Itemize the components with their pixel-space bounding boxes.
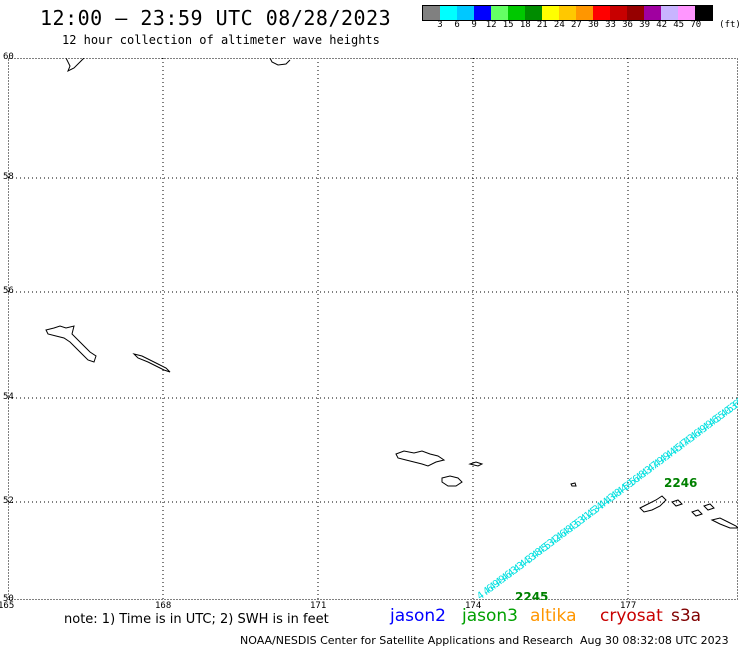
colorbar-swatch [559, 6, 576, 20]
lon-label: 171 [310, 601, 327, 611]
coastline-rat-islands-3 [703, 503, 715, 511]
track-value: 6.6 [737, 387, 738, 407]
coastlines [45, 58, 738, 529]
map-panel: 4.6 4.9 4.9 4.6 4.3 4.3 4.4 4.3 3.8 4.5 4.3 5.2 4.6 4… [8, 58, 738, 600]
map-canvas: 4.64.94.94.64.34.34.44.33.84.54.35.24.64… [8, 58, 738, 600]
colorbar-label: 12 [485, 20, 497, 30]
colorbar-labels: 3 6 9 12 15 18 21 24 27 30 33 36 39 42 45 70 (ft) [422, 20, 740, 32]
colorbar-label: 6 [454, 20, 460, 30]
colorbar-label: 9 [471, 20, 477, 30]
coastline-kiska [639, 495, 667, 513]
page-title: 12:00 – 23:59 UTC 08/28/2023 [40, 6, 392, 30]
colorbar-swatch [457, 6, 474, 20]
colorbar-label: 3 [437, 20, 443, 30]
colorbar-unit: (ft) [719, 20, 740, 30]
coastline-agattu [441, 475, 463, 487]
pass-time-label: 2246 [664, 476, 697, 490]
colorbar-swatch [627, 6, 644, 20]
coastline-semichi [468, 461, 484, 467]
lon-label: 174 [465, 601, 482, 611]
colorbar-swatch [508, 6, 525, 20]
colorbar-swatch [440, 6, 457, 20]
coastline-kamchatka-tip [65, 58, 85, 73]
colorbar [422, 5, 713, 21]
lon-label: 168 [155, 601, 172, 611]
colorbar-label: 39 [639, 20, 651, 30]
lat-label: 56 [3, 286, 14, 296]
satellite-legend-item: jason3 [462, 606, 518, 626]
track-value: 6.3 [731, 391, 738, 411]
satellite-legend-item: altika [530, 606, 577, 626]
colorbar-label: 27 [570, 20, 582, 30]
colorbar-label: 33 [605, 20, 616, 30]
footer-note: note: 1) Time is in UTC; 2) SWH is in fe… [64, 612, 329, 627]
coastline-rat-islands-1 [671, 499, 683, 507]
altimeter-track: 4.64.94.94.64.34.34.44.33.84.54.35.24.64… [475, 387, 738, 600]
lat-label: 50 [3, 594, 14, 604]
colorbar-swatch [423, 6, 440, 20]
pass-labels: 2245 2246 [515, 476, 697, 600]
gridlines [8, 58, 738, 600]
satellite-legend-item: s3a [671, 606, 702, 626]
colorbar-swatch [576, 6, 593, 20]
colorbar-swatch [474, 6, 491, 20]
lon-label: 177 [620, 601, 637, 611]
generated-timestamp: Aug 30 08:32:08 UTC 2023 [580, 634, 729, 647]
satellite-legend-item: jason2 [390, 606, 446, 626]
map-frame [8, 58, 738, 600]
colorbar-label: 42 [656, 20, 668, 30]
colorbar-swatch [593, 6, 610, 20]
colorbar-swatch [644, 6, 661, 20]
credit-line: NOAA/NESDIS Center for Satellite Applica… [240, 634, 574, 647]
colorbar-swatch [695, 6, 712, 20]
colorbar-label: 24 [553, 20, 565, 30]
coastline-bering-island [45, 325, 97, 363]
coastline-north-islet [269, 58, 291, 66]
pass-time-label: 2245 [515, 590, 548, 600]
colorbar-label: 45 [673, 20, 685, 30]
coastline-medny-island [132, 353, 171, 373]
lon-label: 165 [0, 601, 15, 611]
colorbar-label: 18 [519, 20, 531, 30]
lat-label: 58 [3, 172, 14, 182]
page-subtitle: 12 hour collection of altimeter wave hei… [62, 33, 380, 47]
colorbar-swatch [491, 6, 508, 20]
colorbar-label: 21 [536, 20, 548, 30]
lat-label: 52 [3, 496, 14, 506]
colorbar-swatch [661, 6, 678, 20]
colorbar-swatch [678, 6, 695, 20]
coastline-rat-islands-2 [691, 509, 703, 517]
colorbar-swatch [525, 6, 542, 20]
lat-label: 60 [3, 52, 14, 62]
colorbar-swatch [610, 6, 627, 20]
satellite-legend-item: cryosat [600, 606, 663, 626]
lat-label: 54 [3, 392, 14, 402]
colorbar-label: 70 [690, 20, 702, 30]
colorbar-swatch [542, 6, 559, 20]
colorbar-label: 15 [502, 20, 514, 30]
coastline-near-islands-attu [395, 450, 446, 467]
colorbar-label: 36 [622, 20, 633, 30]
coastline-amchitka [710, 517, 738, 529]
colorbar-label: 30 [588, 20, 599, 30]
coastline-buldir [570, 482, 577, 487]
